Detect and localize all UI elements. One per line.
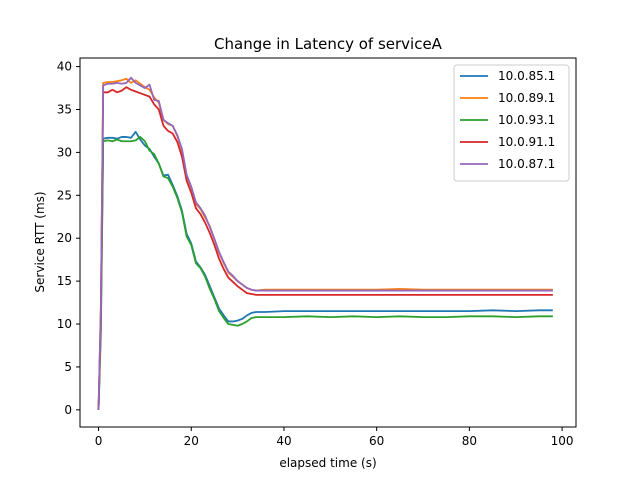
x-tick-label: 80 — [462, 434, 477, 448]
chart-title: Change in Latency of serviceA — [214, 35, 443, 53]
y-tick-label: 0 — [64, 403, 72, 417]
legend-entry: 10.0.89.1 — [498, 91, 555, 105]
y-axis-label: Service RTT (ms) — [33, 191, 47, 292]
y-tick-label: 25 — [57, 188, 72, 202]
y-tick-label: 35 — [57, 102, 72, 116]
y-tick-label: 30 — [57, 145, 72, 159]
x-tick-label: 0 — [95, 434, 103, 448]
y-axis: 0 5 10 15 20 25 30 35 40 — [57, 60, 80, 417]
y-tick-label: 20 — [57, 231, 72, 245]
legend-entry: 10.0.91.1 — [498, 135, 555, 149]
x-tick-label: 20 — [184, 434, 199, 448]
y-tick-label: 15 — [57, 274, 72, 288]
x-axis-label: elapsed time (s) — [279, 456, 376, 470]
series-line-10-0-93-1 — [97, 136, 553, 410]
x-tick-label: 100 — [551, 434, 574, 448]
y-tick-label: 5 — [64, 360, 72, 374]
series-line-10-0-91-1 — [97, 86, 553, 410]
series-line-10-0-87-1 — [97, 76, 553, 410]
legend-entry: 10.0.87.1 — [498, 157, 555, 171]
legend-box — [453, 64, 570, 182]
legend: 10.0.85.1 10.0.89.1 10.0.93.1 10.0.91.1 10.0… — [453, 64, 570, 182]
x-tick-label: 40 — [276, 434, 291, 448]
legend-entry: 10.0.93.1 — [498, 113, 555, 127]
plot-frame — [79, 57, 577, 428]
x-axis: 0 20 40 60 80 100 — [95, 427, 574, 448]
y-tick-label: 10 — [57, 317, 72, 331]
x-tick-label: 60 — [369, 434, 384, 448]
legend-entry: 10.0.85.1 — [498, 69, 555, 83]
y-tick-label: 40 — [57, 60, 72, 74]
plot-lines — [97, 76, 553, 410]
